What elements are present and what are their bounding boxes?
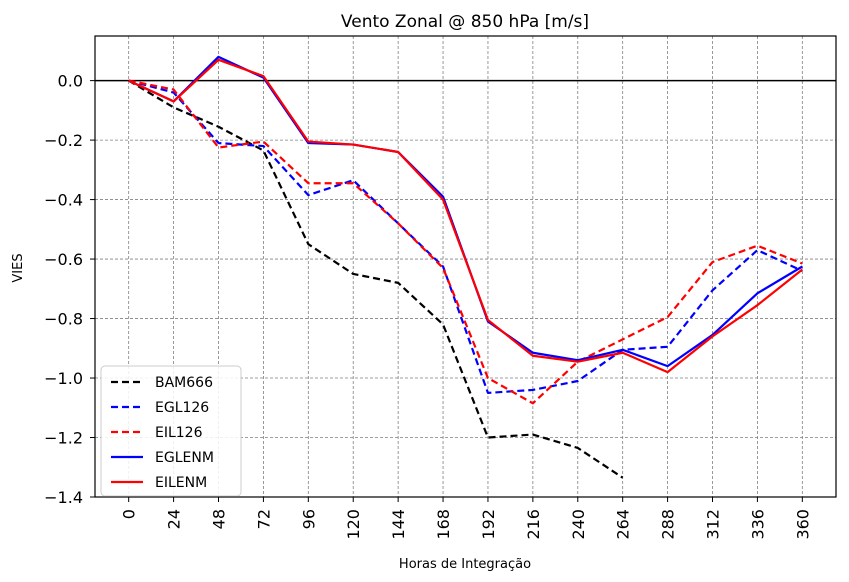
x-axis-label: Horas de Integração xyxy=(399,557,531,572)
y-tick-label: 0.0 xyxy=(58,72,83,91)
x-tick-label: 264 xyxy=(614,509,633,540)
x-tick-label: 144 xyxy=(389,509,408,540)
x-tick-label: 96 xyxy=(299,509,318,529)
series-line-eglenm xyxy=(128,55,803,368)
chart-title: Vento Zonal @ 850 hPa [m/s] xyxy=(341,12,589,32)
legend-label: EGLENM xyxy=(155,450,214,466)
y-tick-label: −0.4 xyxy=(44,191,83,210)
x-tick-label: 288 xyxy=(659,509,678,540)
y-tick-label: −0.6 xyxy=(44,250,83,269)
x-tick-label: 120 xyxy=(344,509,363,540)
x-tick-label: 336 xyxy=(748,509,767,540)
series-line-eilenm xyxy=(128,58,804,374)
y-tick-label: −0.2 xyxy=(44,131,83,150)
y-tick-label: −1.4 xyxy=(44,488,83,507)
series-layer xyxy=(128,55,804,479)
x-tick-label: 24 xyxy=(165,509,184,529)
y-tick-label: −0.8 xyxy=(44,310,83,329)
legend: BAM666 EGL126 EIL126 EGLENM EILENM xyxy=(100,365,242,497)
x-tick-label: 192 xyxy=(479,509,498,540)
x-tick-label: 312 xyxy=(704,509,723,540)
legend-label: EILENM xyxy=(155,475,207,491)
legend-label: EIL126 xyxy=(155,425,203,441)
legend-label: BAM666 xyxy=(155,375,213,391)
y-tick-label: −1.2 xyxy=(44,429,83,448)
x-tick-label: 48 xyxy=(210,509,229,529)
y-axis-label: VIES xyxy=(11,253,26,282)
x-tick-label: 72 xyxy=(254,509,273,529)
x-tick-label: 168 xyxy=(434,509,453,540)
series-line-egl126 xyxy=(128,79,803,394)
legend-label: EGL126 xyxy=(155,400,209,416)
x-tick-label: 360 xyxy=(793,509,812,540)
x-axis: 0 24 48 72 96 120 144 168 192 216 240 264 288 312 336 3… xyxy=(120,497,812,540)
legend-box xyxy=(100,365,242,497)
series-line-bam666 xyxy=(128,79,624,479)
series-line-eil126 xyxy=(128,79,803,405)
y-axis: 0.0 −0.2 −0.4 −0.6 −0.8 −1.0 −1.2 −1.4 xyxy=(44,72,95,507)
plot-frame xyxy=(94,35,837,498)
x-tick-label: 240 xyxy=(569,509,588,540)
x-tick-label: 0 xyxy=(120,509,139,519)
x-tick-label: 216 xyxy=(524,509,543,540)
y-tick-label: −1.0 xyxy=(44,369,83,388)
